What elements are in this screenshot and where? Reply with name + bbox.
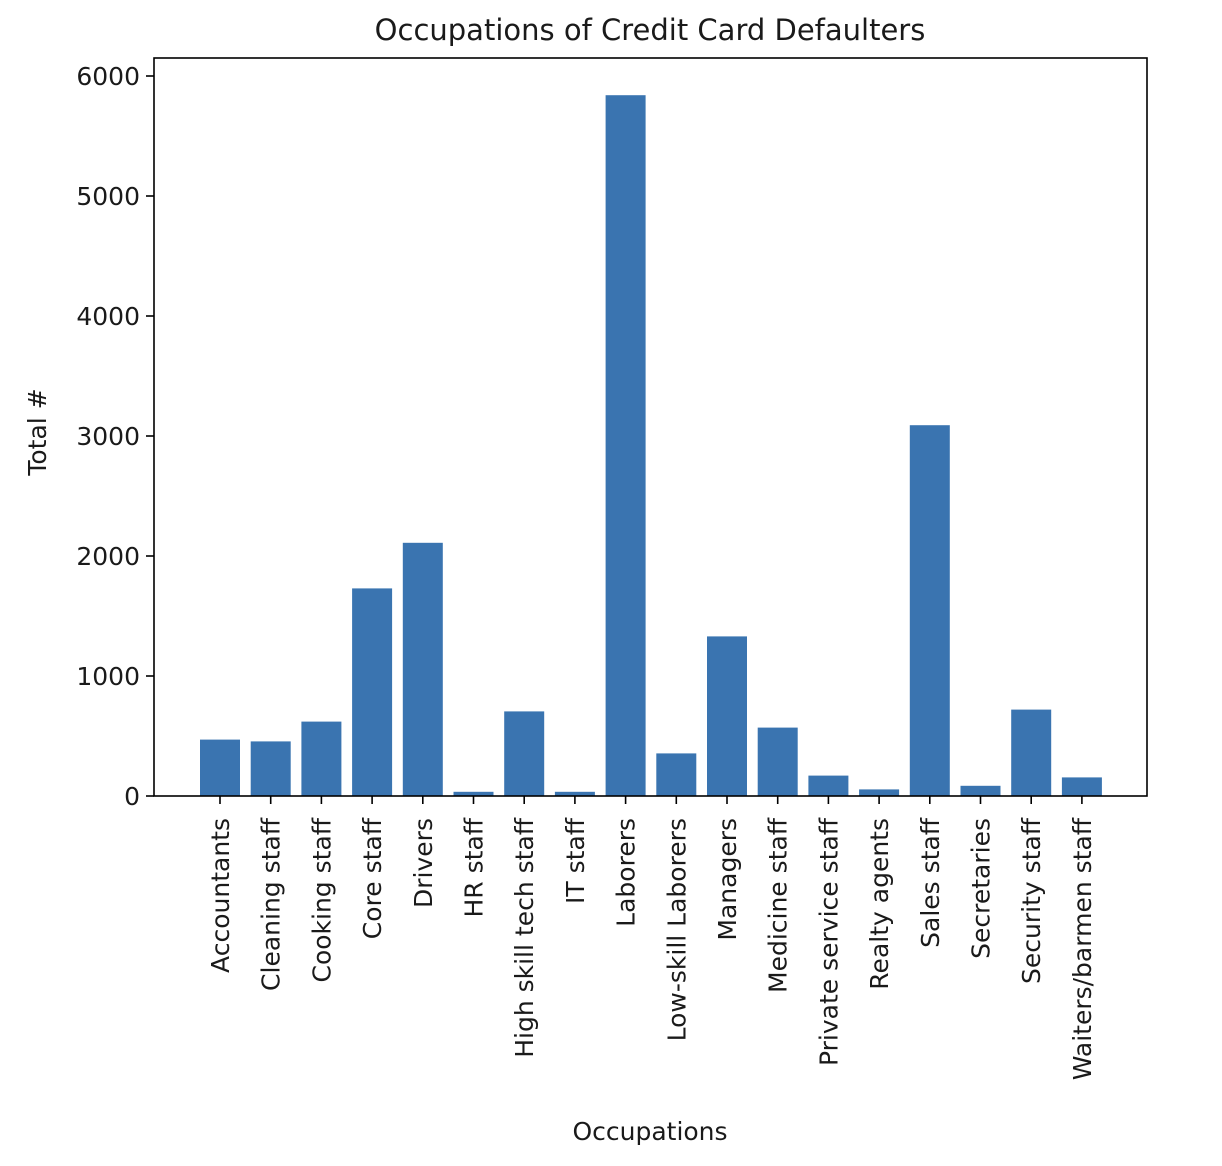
bar-17 bbox=[1061, 777, 1102, 796]
x-tick-label-1: Cleaning staff bbox=[257, 817, 286, 991]
bar-11 bbox=[757, 727, 798, 796]
y-tick-label-1: 1000 bbox=[76, 662, 140, 691]
x-tick-label-13: Realty agents bbox=[865, 818, 894, 990]
x-tick-label-2: Cooking staff bbox=[307, 817, 336, 982]
bar-8 bbox=[605, 95, 646, 796]
x-tick-label-7: IT staff bbox=[561, 817, 590, 904]
bar-10 bbox=[707, 636, 747, 796]
bar-16 bbox=[1011, 709, 1052, 796]
bars bbox=[200, 95, 1102, 796]
x-tick-label-3: Core staff bbox=[358, 817, 387, 939]
bar-12 bbox=[808, 775, 849, 796]
y-tick-label-2: 2000 bbox=[76, 542, 140, 571]
chart-title: Occupations of Credit Card Defaulters bbox=[375, 13, 926, 47]
y-tick-label-3: 3000 bbox=[76, 422, 140, 451]
x-tick-label-10: Managers bbox=[713, 818, 742, 941]
bar-4 bbox=[402, 542, 443, 796]
y-tick-label-6: 6000 bbox=[76, 62, 140, 91]
x-tick-label-5: HR staff bbox=[460, 817, 489, 917]
bar-15 bbox=[960, 785, 1001, 796]
x-tick-label-6: High skill tech staff bbox=[510, 817, 539, 1058]
x-axis: Accountants Cleaning staff Cooking staff Co… bbox=[206, 796, 1097, 1080]
bar-0 bbox=[200, 739, 240, 796]
x-tick-label-15: Secretaries bbox=[967, 818, 996, 959]
bar-1 bbox=[250, 741, 291, 796]
bar-14 bbox=[909, 425, 950, 796]
x-tick-label-17: Waiters/barmen staff bbox=[1068, 817, 1097, 1080]
x-tick-label-11: Medicine staff bbox=[764, 817, 793, 993]
bar-2 bbox=[301, 721, 342, 796]
y-tick-label-4: 4000 bbox=[76, 302, 140, 331]
x-tick-label-4: Drivers bbox=[409, 818, 438, 908]
y-tick-label-5: 5000 bbox=[76, 182, 140, 211]
x-tick-label-14: Sales staff bbox=[916, 817, 945, 948]
bar-7 bbox=[554, 791, 595, 796]
x-axis-label: Occupations bbox=[572, 1117, 727, 1146]
bar-6 bbox=[504, 711, 545, 796]
y-tick-label-0: 0 bbox=[124, 782, 140, 811]
bar-9 bbox=[656, 753, 697, 796]
y-axis: 0 1000 2000 3000 4000 5000 6000 bbox=[76, 62, 154, 811]
bar-13 bbox=[859, 789, 900, 796]
x-tick-label-0: Accountants bbox=[206, 818, 235, 973]
plot-frame bbox=[153, 57, 1148, 797]
x-tick-label-8: Laborers bbox=[612, 818, 641, 927]
y-axis-label: Total # bbox=[23, 388, 52, 476]
bar-3 bbox=[352, 588, 393, 796]
x-tick-label-9: Low-skill Laborers bbox=[662, 818, 691, 1041]
x-tick-label-12: Private service staff bbox=[814, 817, 843, 1066]
bar-5 bbox=[453, 791, 494, 796]
x-tick-label-16: Security staff bbox=[1017, 817, 1046, 984]
